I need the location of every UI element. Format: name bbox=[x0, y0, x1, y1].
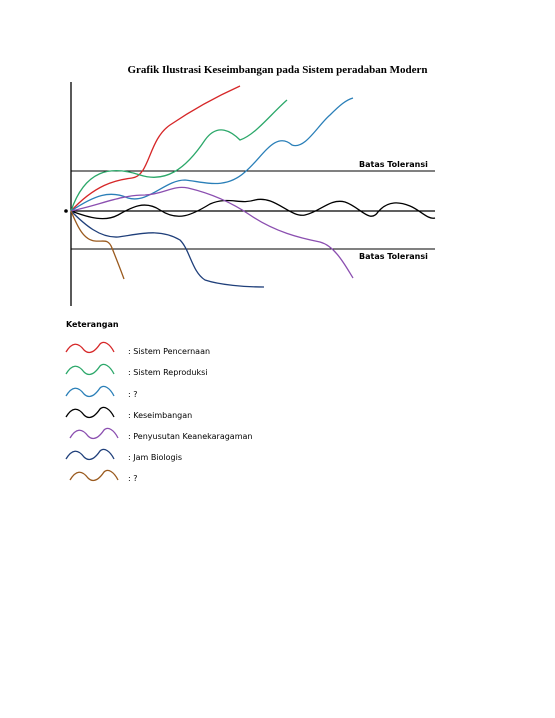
curve-keseimbangan bbox=[70, 198, 436, 220]
legend-item: : Sistem Pencernaan bbox=[60, 343, 360, 361]
tolerance-upper-label: Batas Toleransi bbox=[359, 160, 428, 169]
curve-sistem-pencernaan bbox=[70, 85, 241, 212]
legend-item: : ? bbox=[60, 386, 360, 404]
legend-label: : Sistem Pencernaan bbox=[128, 347, 211, 356]
legend-item: : Sistem Reproduksi bbox=[60, 364, 360, 382]
legend-swatch-keseimbangan bbox=[65, 406, 115, 419]
legend-swatch-unknown-brown bbox=[69, 469, 119, 482]
curve-sistem-reproduksi bbox=[70, 99, 288, 212]
curve-unknown-brown bbox=[70, 210, 125, 280]
legend-swatch-pencernaan bbox=[65, 341, 115, 354]
legend-swatch-reproduksi bbox=[65, 363, 115, 376]
legend-item: : Jam Biologis bbox=[60, 449, 360, 467]
chart-title: Grafik Ilustrasi Keseimbangan pada Siste… bbox=[127, 64, 428, 76]
legend-label: : Penyusutan Keanekaragaman bbox=[128, 432, 253, 441]
legend-swatch-jam-biologis bbox=[65, 448, 115, 461]
legend-item: : ? bbox=[60, 470, 360, 488]
legend-label: : Keseimbangan bbox=[128, 411, 193, 420]
origin-dot bbox=[64, 209, 68, 213]
legend-label: : Jam Biologis bbox=[128, 453, 183, 462]
curve-unknown-blue bbox=[70, 97, 354, 212]
tolerance-lower-label: Batas Toleransi bbox=[359, 252, 428, 261]
legend-swatch-penyusutan bbox=[69, 427, 119, 440]
legend-heading: Keterangan bbox=[66, 320, 119, 329]
legend-label: : ? bbox=[128, 390, 138, 399]
legend-item: : Penyusutan Keanekaragaman bbox=[60, 428, 360, 446]
legend-label: : ? bbox=[128, 474, 138, 483]
legend-swatches bbox=[65, 341, 119, 482]
curve-penyusutan-keanekaragaman bbox=[70, 186, 354, 279]
legend-label: : Sistem Reproduksi bbox=[128, 368, 208, 377]
curve-jam-biologis bbox=[70, 210, 265, 288]
legend-swatch-unknown-blue bbox=[65, 385, 115, 398]
legend-item: : Keseimbangan bbox=[60, 407, 360, 425]
